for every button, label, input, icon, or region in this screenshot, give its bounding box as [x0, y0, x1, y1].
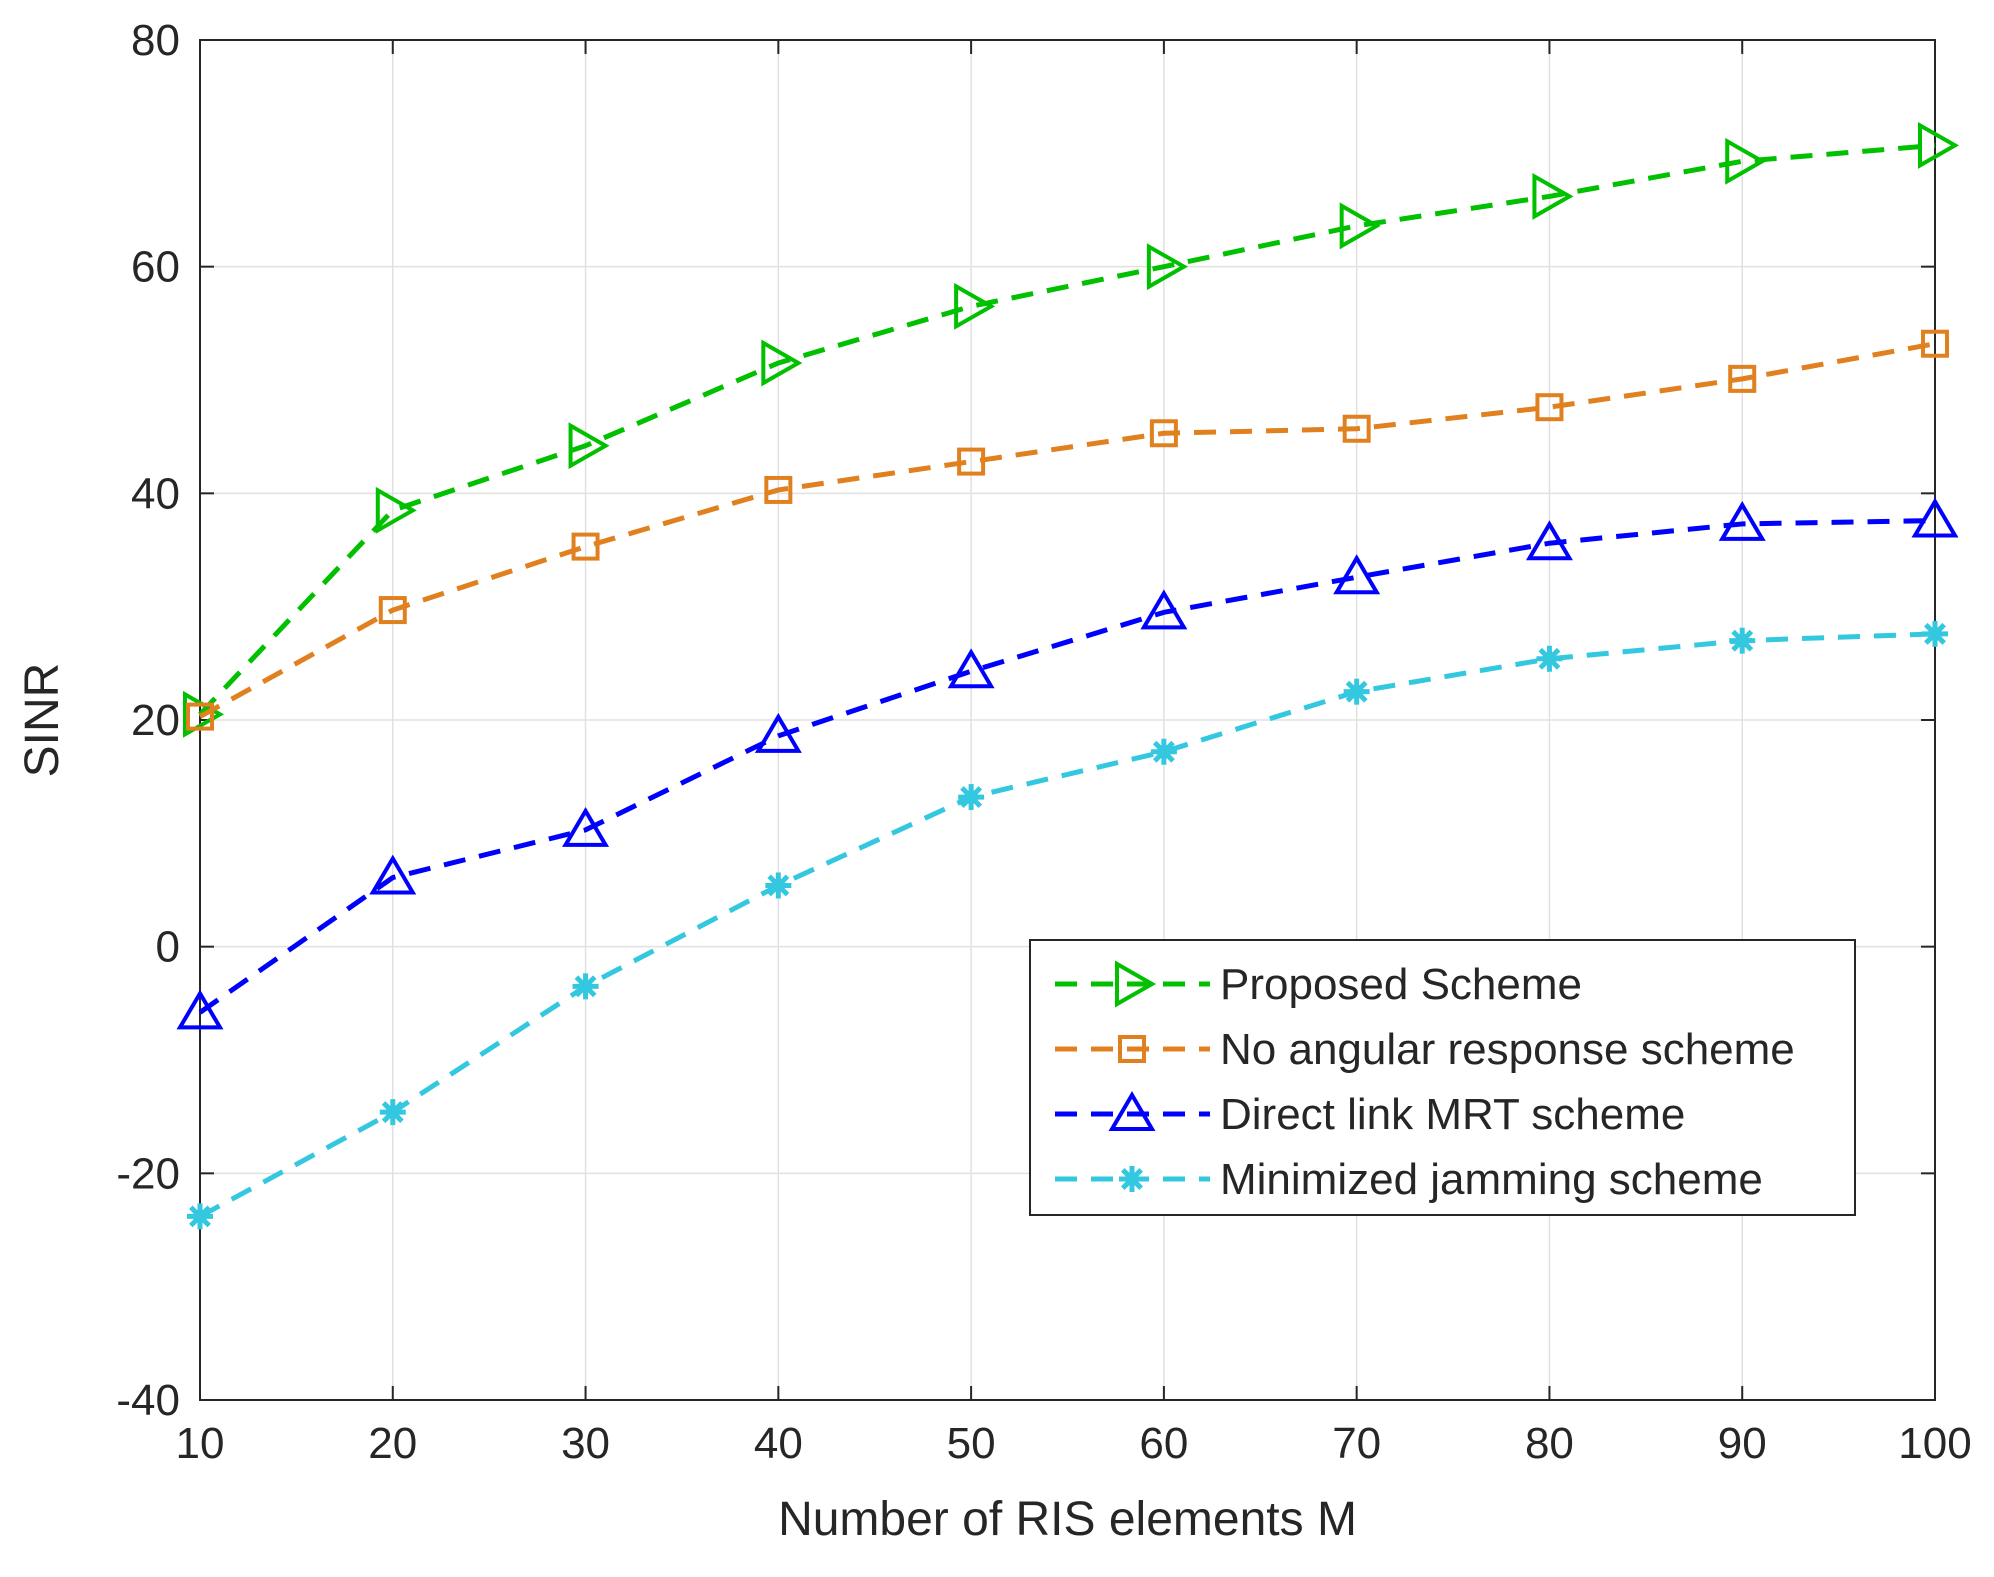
data-point — [1918, 121, 1960, 169]
data-point — [187, 1203, 213, 1230]
series-3 — [176, 497, 1959, 1030]
series-1 — [183, 121, 1960, 738]
data-point — [954, 282, 996, 330]
data-point — [765, 872, 792, 899]
data-point — [176, 989, 224, 1030]
data-point — [1149, 419, 1178, 448]
y-tick-label: 60 — [131, 243, 180, 292]
legend-entry: Minimized jamming scheme — [1055, 1155, 1763, 1204]
data-point — [761, 339, 803, 387]
legend-label: No angular response scheme — [1220, 1025, 1795, 1074]
x-tick-label: 90 — [1718, 1419, 1767, 1468]
legend-marker — [1108, 1091, 1156, 1131]
data-point — [1343, 678, 1370, 705]
data-point — [1150, 738, 1177, 765]
legend-entry: Proposed Scheme — [1055, 960, 1582, 1009]
data-point — [1725, 137, 1767, 185]
data-point — [1729, 627, 1756, 654]
y-tick-label: 0 — [156, 923, 180, 972]
data-point — [957, 447, 986, 476]
x-tick-label: 80 — [1525, 1419, 1574, 1468]
series-line — [198, 341, 1936, 719]
data-point — [1342, 414, 1371, 443]
data-point — [754, 712, 802, 753]
legend-entry: No angular response scheme — [1055, 1025, 1795, 1074]
legend-label: Proposed Scheme — [1220, 960, 1582, 1009]
y-axis-title: SINR — [16, 663, 69, 778]
data-point — [1921, 329, 1949, 358]
series-line — [198, 631, 1936, 1219]
data-point — [378, 596, 407, 625]
data-point — [572, 973, 599, 1000]
x-tick-label: 100 — [1898, 1419, 1971, 1468]
legend-label: Direct link MRT scheme — [1220, 1090, 1685, 1139]
series-2 — [186, 329, 1949, 731]
data-point — [1532, 172, 1574, 220]
series-line — [198, 142, 1936, 717]
legend-entry: Direct link MRT scheme — [1055, 1090, 1685, 1139]
x-tick-label: 30 — [561, 1419, 610, 1468]
x-tick-label: 10 — [176, 1419, 225, 1468]
data-point — [1728, 364, 1757, 393]
data-point — [1140, 589, 1188, 630]
data-point — [1718, 500, 1766, 541]
data-point — [1922, 620, 1948, 647]
x-tick-label: 70 — [1332, 1419, 1381, 1468]
data-point — [1525, 520, 1573, 561]
legend-marker — [1118, 1035, 1146, 1063]
axis-ticks: 10 20 30 40 50 60 70 80 90 100 -40 -20 0 20 40 60 80 — [116, 16, 1971, 1468]
data-point — [186, 702, 214, 731]
data-point — [1536, 645, 1563, 672]
series-line — [198, 518, 1936, 1015]
data-point — [1146, 243, 1188, 291]
data-point — [1911, 497, 1959, 538]
legend-label: Minimized jamming scheme — [1220, 1155, 1763, 1204]
data-point — [375, 486, 417, 534]
data-point — [369, 854, 417, 895]
y-tick-label: 40 — [131, 469, 180, 518]
series-4 — [187, 620, 1948, 1230]
legend: Proposed Scheme No angular response schem… — [1029, 939, 1856, 1216]
data-point — [1339, 202, 1381, 250]
x-tick-label: 40 — [754, 1419, 803, 1468]
x-tick-label: 50 — [947, 1419, 996, 1468]
y-tick-label: -40 — [116, 1376, 180, 1425]
y-tick-label: 80 — [131, 16, 180, 65]
data-point — [562, 806, 610, 847]
data-point — [379, 1099, 406, 1126]
data-point — [947, 648, 995, 689]
x-tick-label: 20 — [368, 1419, 417, 1468]
data-point — [1535, 393, 1564, 422]
data-point — [764, 475, 793, 504]
legend-marker — [1119, 1166, 1145, 1192]
x-axis-title: Number of RIS elements M — [778, 1493, 1357, 1546]
x-tick-label: 60 — [1139, 1419, 1188, 1468]
data-point — [568, 422, 610, 470]
series-group — [176, 121, 1960, 1230]
y-tick-label: -20 — [116, 1149, 180, 1198]
data-point — [958, 784, 985, 811]
data-point — [571, 532, 600, 561]
legend-marker — [1115, 960, 1157, 1008]
y-tick-label: 20 — [131, 696, 180, 745]
data-point — [1333, 554, 1381, 595]
